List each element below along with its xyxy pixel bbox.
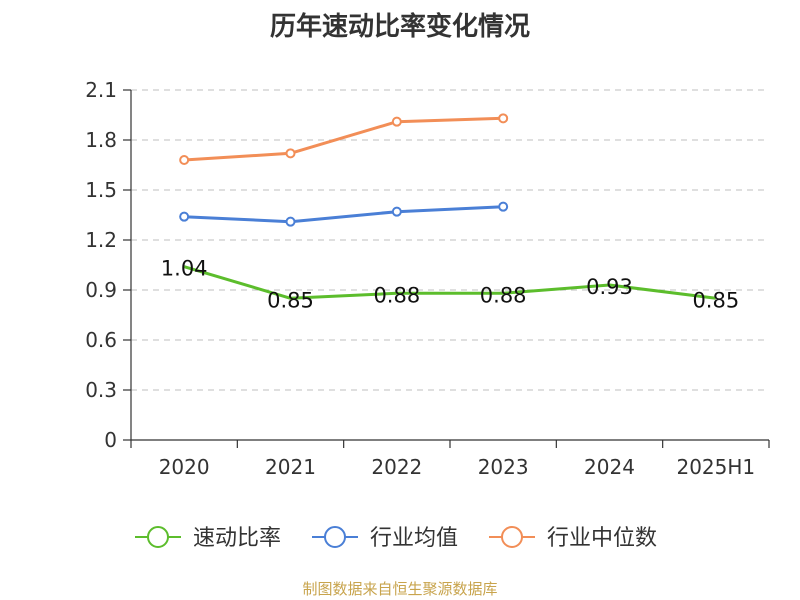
data-point [391,116,402,127]
legend-item: 行业均值 [312,526,458,551]
x-tick-label: 2020 [159,455,210,479]
x-tick-label: 2024 [584,455,635,479]
x-tick-label: 2025H1 [676,455,755,479]
y-tick-label: 1.8 [85,128,117,152]
y-tick-label: 0.6 [85,328,117,352]
y-tick-label: 1.5 [85,178,117,202]
legend-label: 速动比率 [193,526,281,551]
data-label: 0.88 [373,283,420,307]
y-tick-label: 0.3 [85,378,117,402]
x-tick-label: 2022 [371,455,422,479]
axes: 0 0.3 0.6 0.9 1.2 1.5 1.8 2.1 2020 2021 2022 2023 20… [85,78,770,479]
chart-title: 历年速动比率变化情况 [269,12,530,42]
y-tick-label: 0.9 [85,278,117,302]
legend-item: 速动比率 [135,526,281,551]
legend-marker [324,526,346,548]
series-line [183,265,716,300]
data-label: 1.04 [161,257,208,281]
legend-marker [147,526,169,548]
data-label: 0.88 [480,283,527,307]
data-label: 0.85 [692,288,739,312]
series-line [184,116,504,162]
y-tick-label: 0 [104,428,117,452]
data-labels: 1.04 0.85 0.88 0.88 0.93 0.85 [161,257,739,313]
data-point [498,201,509,212]
legend-marker [501,526,523,548]
series-line [184,205,504,224]
legend: 速动比率 行业均值 行业中位数 [135,526,657,551]
y-tick-label: 2.1 [85,78,117,102]
y-tick-label: 1.2 [85,228,117,252]
grid-lines [131,89,769,391]
data-point [391,206,402,217]
legend-item: 行业中位数 [489,526,657,551]
x-tick-label: 2023 [478,455,529,479]
source-note: 制图数据来自恒生聚源数据库 [302,580,498,598]
data-point [498,113,509,124]
data-point [285,216,296,227]
data-label: 0.93 [586,275,633,299]
data-point [179,211,190,222]
legend-label: 行业均值 [370,526,458,551]
data-point [285,148,296,159]
x-tick-label: 2021 [265,455,316,479]
series-lines [179,113,716,300]
data-point [179,155,190,165]
legend-label: 行业中位数 [547,526,657,551]
data-label: 0.85 [267,288,314,312]
